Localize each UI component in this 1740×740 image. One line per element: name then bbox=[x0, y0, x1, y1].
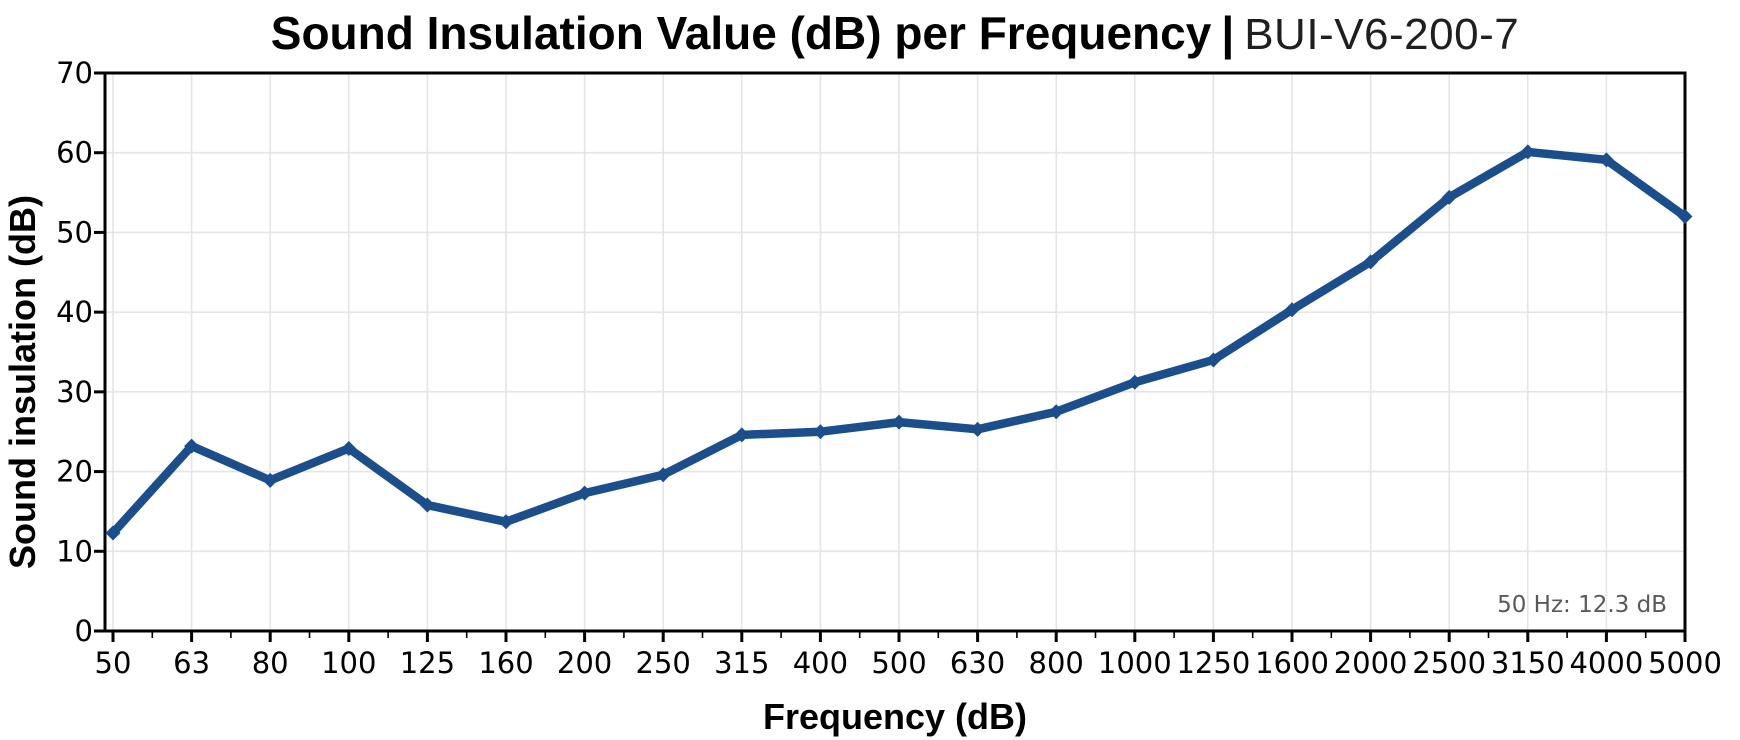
x-tick-label: 2500 bbox=[1412, 646, 1486, 680]
data-point-marker bbox=[1127, 374, 1143, 390]
y-tick-label: 60 bbox=[56, 136, 93, 170]
data-point-marker bbox=[1048, 404, 1064, 420]
y-tick-label: 10 bbox=[56, 534, 93, 568]
y-tick-label: 40 bbox=[56, 295, 93, 329]
x-axis-label: Frequency (dB) bbox=[762, 696, 1028, 737]
data-point-marker bbox=[498, 514, 514, 530]
chart-title-main: Sound Insulation Value (dB) per Frequenc… bbox=[270, 7, 1212, 59]
y-tick-label: 70 bbox=[56, 56, 93, 90]
chart-title: Sound Insulation Value (dB) per Frequenc… bbox=[105, 4, 1685, 74]
y-tick-label: 30 bbox=[56, 375, 93, 409]
data-point-marker bbox=[105, 525, 121, 541]
chart-title-suffix: BUI-V6-200-7 bbox=[1244, 10, 1520, 59]
data-point-marker bbox=[184, 438, 200, 454]
data-point-marker bbox=[891, 414, 907, 430]
data-point-marker bbox=[1598, 152, 1614, 168]
y-tick-label: 20 bbox=[56, 455, 93, 489]
data-point-marker bbox=[1520, 144, 1536, 160]
data-point-marker bbox=[655, 467, 671, 483]
x-tick-label: 1000 bbox=[1098, 646, 1172, 680]
y-tick-label: 0 bbox=[75, 614, 93, 648]
data-point-marker bbox=[734, 427, 750, 443]
x-tick-label: 63 bbox=[173, 646, 210, 680]
data-point-marker bbox=[1363, 254, 1379, 270]
x-tick-label: 2000 bbox=[1334, 646, 1408, 680]
data-point-marker bbox=[812, 424, 828, 440]
x-tick-label: 160 bbox=[478, 646, 533, 680]
data-point-marker bbox=[419, 497, 435, 513]
data-point-marker bbox=[1441, 189, 1457, 205]
x-tick-label: 630 bbox=[950, 646, 1005, 680]
x-tick-label: 100 bbox=[321, 646, 376, 680]
data-point-marker bbox=[577, 485, 593, 501]
data-point-marker bbox=[970, 421, 986, 437]
x-tick-label: 4000 bbox=[1569, 646, 1643, 680]
x-tick-label: 125 bbox=[400, 646, 455, 680]
x-tick-label: 1600 bbox=[1255, 646, 1329, 680]
data-point-marker bbox=[262, 472, 278, 488]
x-tick-label: 250 bbox=[636, 646, 691, 680]
data-point-marker bbox=[1205, 352, 1221, 368]
plot-border bbox=[103, 71, 1687, 633]
data-point-marker bbox=[1677, 208, 1693, 224]
x-tick-label: 400 bbox=[793, 646, 848, 680]
y-tick-label: 50 bbox=[56, 215, 93, 249]
data-point-marker bbox=[341, 440, 357, 456]
x-tick-label: 1250 bbox=[1176, 646, 1250, 680]
chart-title-separator: | bbox=[1221, 7, 1235, 59]
x-tick-label: 80 bbox=[252, 646, 289, 680]
x-tick-label: 800 bbox=[1029, 646, 1084, 680]
annotation-50hz: 50 Hz: 12.3 dB bbox=[1497, 592, 1667, 618]
x-tick-label: 3150 bbox=[1491, 646, 1565, 680]
data-point-marker bbox=[1284, 302, 1300, 318]
x-tick-label: 5000 bbox=[1648, 646, 1722, 680]
x-tick-label: 200 bbox=[557, 646, 612, 680]
x-tick-label: 500 bbox=[871, 646, 926, 680]
x-tick-label: 50 bbox=[95, 646, 132, 680]
x-tick-label: 315 bbox=[714, 646, 769, 680]
